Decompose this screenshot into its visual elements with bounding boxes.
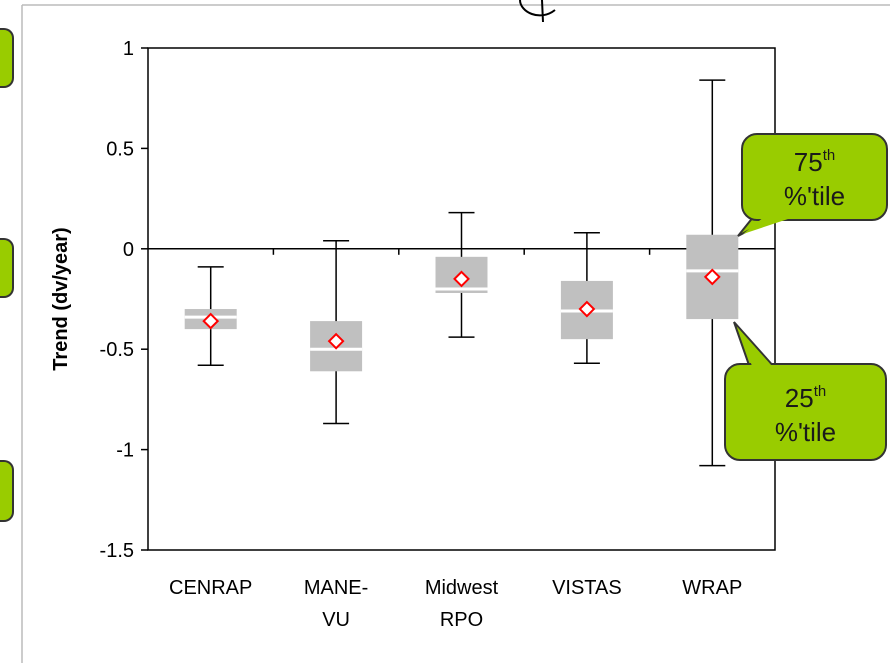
title-fragment — [519, 0, 556, 23]
y-tick-label: 0 — [123, 239, 134, 261]
box-group-wrap: WRAP — [682, 79, 742, 599]
y-tick-label: 1 — [123, 38, 134, 60]
q75-num: 75 — [793, 147, 823, 177]
box-group-midwestrpo: Midwest RPO — [425, 211, 499, 631]
q75-sup: th — [822, 147, 836, 164]
q25-callout: 25th %'tile — [724, 363, 887, 461]
box-group-cenrap: CENRAP — [169, 266, 252, 599]
mean-marker — [578, 300, 596, 318]
q25-sup: th — [813, 383, 827, 400]
x-category-label: VISTAS — [552, 577, 622, 599]
mean-marker — [327, 332, 345, 350]
left-edge-callout-2 — [0, 238, 14, 298]
mean-marker — [703, 268, 721, 286]
q25-label: %'tile — [774, 417, 837, 447]
x-category-label: Midwest — [425, 577, 499, 599]
q25-num: 25 — [784, 383, 814, 413]
left-edge-callout-3 — [0, 460, 14, 522]
x-category-label: MANE- — [304, 577, 368, 599]
x-category-label: RPO — [440, 609, 483, 631]
y-tick-label: -1 — [116, 440, 134, 462]
y-tick-label: -1.5 — [100, 540, 134, 562]
x-category-label: WRAP — [682, 577, 742, 599]
y-tick-label: 0.5 — [106, 138, 134, 160]
x-category-label: CENRAP — [169, 577, 252, 599]
mean-marker — [202, 312, 220, 330]
y-tick-label: -0.5 — [100, 339, 134, 361]
box-group-manevu: MANE- VU — [304, 240, 368, 631]
plot-frame — [147, 47, 776, 551]
q75-callout: 75th %'tile — [741, 133, 888, 221]
left-edge-callout-1 — [0, 28, 14, 88]
box-group-vistas: VISTAS — [552, 231, 622, 599]
q75-label: %'tile — [783, 181, 846, 211]
mean-marker — [453, 270, 470, 288]
x-category-label: VU — [322, 609, 350, 631]
y-axis-label: Trend (dv/year) — [50, 227, 72, 370]
